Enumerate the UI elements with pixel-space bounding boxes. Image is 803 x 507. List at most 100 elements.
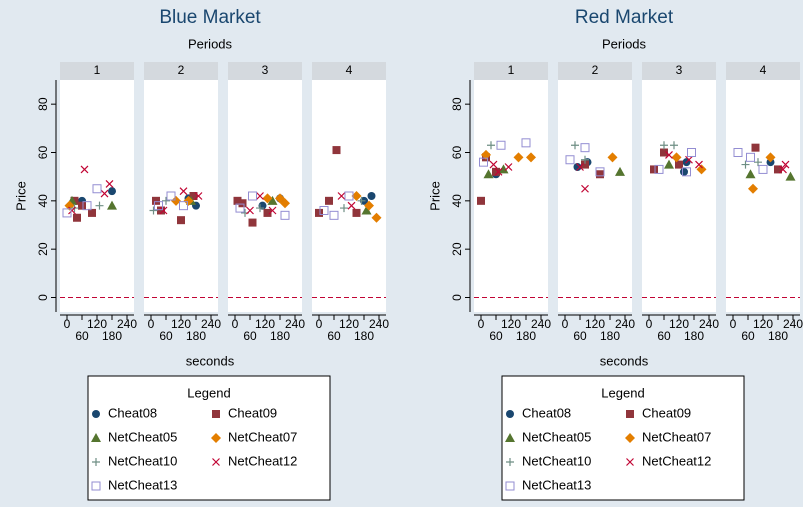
- marker: [685, 155, 693, 164]
- marker-shape: [246, 206, 254, 215]
- marker-shape: [576, 163, 584, 171]
- x-tick-label: 240: [201, 317, 221, 331]
- marker: [315, 208, 323, 217]
- x-tick-label: 60: [741, 329, 755, 343]
- marker: [765, 152, 776, 163]
- legend-label: Cheat09: [228, 405, 277, 420]
- x-tick-label: 60: [573, 329, 587, 343]
- marker: [107, 200, 117, 210]
- panel-label: 3: [676, 63, 683, 77]
- marker-shape: [248, 218, 257, 227]
- marker: [487, 141, 495, 150]
- y-tick-label: 40: [36, 194, 50, 208]
- y-tick-label: 0: [36, 294, 50, 301]
- marker: [344, 191, 354, 201]
- marker: [576, 163, 584, 171]
- marker-shape: [105, 179, 114, 188]
- marker: [581, 184, 589, 193]
- marker: [347, 201, 356, 210]
- x-tick-label: 240: [615, 317, 635, 331]
- panel: [642, 80, 716, 312]
- marker: [212, 458, 220, 466]
- marker-shape: [107, 200, 117, 210]
- marker: [179, 187, 188, 196]
- panel: [144, 80, 218, 312]
- marker-shape: [166, 191, 176, 201]
- legend-label: NetCheat10: [522, 453, 591, 468]
- marker-shape: [581, 155, 589, 164]
- legend-label: NetCheat12: [228, 453, 297, 468]
- marker: [154, 201, 163, 211]
- marker: [149, 206, 158, 215]
- x-tick-label: 240: [285, 317, 305, 331]
- marker: [504, 163, 513, 171]
- legend-box: [87, 375, 331, 501]
- marker: [650, 165, 658, 174]
- marker-shape: [748, 183, 758, 194]
- panel-header: [558, 62, 632, 80]
- marker: [626, 410, 634, 418]
- marker-shape: [189, 192, 198, 200]
- marker-shape: [162, 196, 170, 205]
- panel-label: 4: [760, 63, 767, 77]
- x-tick-label: 180: [270, 329, 290, 343]
- marker: [745, 169, 756, 179]
- marker: [351, 191, 362, 201]
- marker: [664, 159, 674, 169]
- marker-shape: [504, 163, 513, 171]
- marker-shape: [671, 152, 682, 163]
- marker: [80, 165, 89, 174]
- x-axis-label: seconds: [186, 353, 235, 368]
- marker-shape: [340, 204, 348, 213]
- x-tick-label: 0: [232, 317, 239, 331]
- marker: [82, 201, 92, 211]
- marker: [166, 191, 176, 201]
- marker: [654, 164, 664, 174]
- panel-header: [312, 62, 386, 80]
- marker: [660, 141, 668, 150]
- marker: [248, 191, 257, 201]
- marker-shape: [62, 208, 72, 218]
- marker: [581, 160, 589, 169]
- marker-shape: [505, 481, 515, 491]
- panel-label: 1: [94, 63, 101, 77]
- marker-shape: [367, 192, 376, 200]
- marker-shape: [337, 192, 346, 200]
- marker-shape: [179, 201, 188, 211]
- legend-label: NetCheat12: [642, 453, 711, 468]
- marker: [238, 199, 247, 208]
- marker-shape: [774, 165, 782, 174]
- panel-label: 1: [508, 63, 515, 77]
- marker-shape: [194, 192, 203, 200]
- marker: [68, 206, 76, 215]
- panel-label: 4: [346, 63, 353, 77]
- x-tick-label: 0: [646, 317, 653, 331]
- marker-shape: [573, 163, 582, 171]
- marker: [481, 149, 491, 160]
- marker-shape: [238, 199, 247, 208]
- marker: [319, 206, 329, 215]
- marker: [595, 167, 605, 177]
- marker-shape: [177, 216, 185, 225]
- marker: [92, 184, 102, 194]
- marker-shape: [108, 187, 116, 196]
- marker-shape: [82, 201, 92, 211]
- marker: [779, 165, 787, 174]
- x-tick-label: 0: [730, 317, 737, 331]
- marker: [489, 160, 498, 169]
- x-tick-label: 120: [753, 317, 773, 331]
- marker: [513, 152, 524, 163]
- marker-shape: [494, 167, 503, 176]
- marker: [741, 160, 750, 169]
- marker-shape: [571, 141, 579, 150]
- marker-shape: [91, 433, 101, 442]
- marker-shape: [595, 167, 605, 177]
- marker-shape: [505, 433, 515, 442]
- marker-shape: [675, 160, 683, 169]
- marker-shape: [357, 196, 366, 205]
- marker: [88, 208, 96, 217]
- panel-header: [726, 62, 800, 80]
- marker-shape: [352, 208, 361, 217]
- legend: Legend Cheat08 Cheat09 NetCheat05 NetCheat07…: [87, 375, 331, 501]
- marker: [665, 150, 673, 159]
